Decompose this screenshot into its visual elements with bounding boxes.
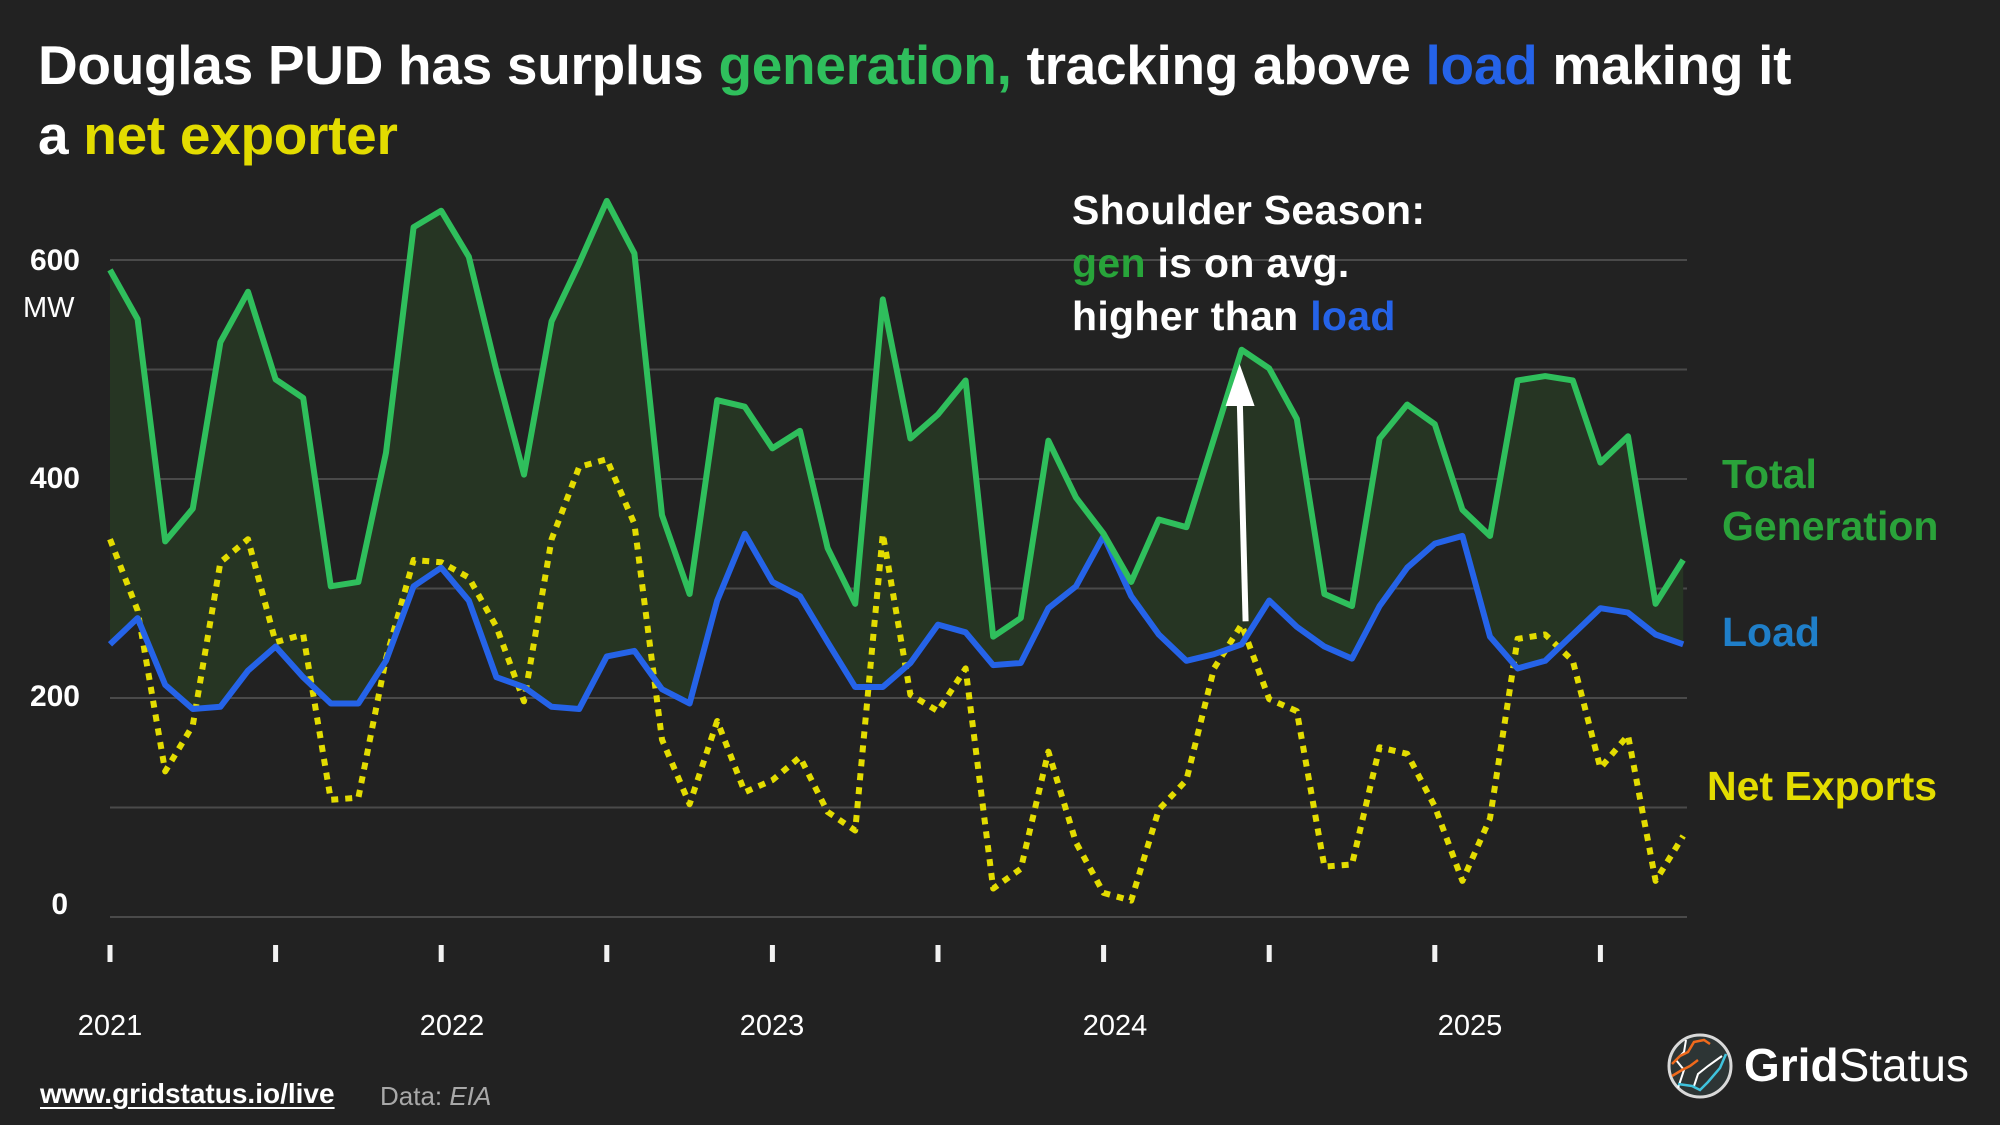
data-source-name: EIA [449,1081,492,1111]
x-tick-mark [935,945,941,962]
x-tick-mark [1597,945,1603,962]
net-exports-point [1572,660,1573,661]
x-tick-label: 2025 [1437,1010,1503,1042]
legend-net-exports: Net Exports [1707,763,1938,809]
x-tick-mark [604,945,610,962]
net-exports-point [1600,768,1601,769]
net-exports-point [1158,809,1159,810]
net-exports-point [1020,868,1021,869]
annotation-text: is on avg. [1145,240,1350,286]
surplus-fill-area [110,200,1684,709]
x-tick-mark [1266,945,1272,962]
x-tick-mark [1432,945,1438,962]
data-source-label: Data: [380,1081,450,1111]
net-exports-point [1076,842,1077,843]
x-tick-mark [769,945,775,962]
shoulder-season-annotation: Shoulder Season: gen is on avg. higher t… [1072,184,1425,343]
annotation-gen-highlight: gen [1072,240,1146,286]
gridstatus-live-link[interactable]: www.gridstatus.io/live [40,1078,335,1109]
series-lines [107,197,1686,904]
net-exports-point [800,757,801,758]
title-text: making it [1537,34,1792,96]
title-text: Douglas PUD has surplus [38,34,719,96]
annotation-line-1: Shoulder Season: [1072,187,1426,233]
gridstatus-logo: GridStatus [1664,1030,1994,1102]
title-net-exporter-highlight: net exporter [83,104,398,166]
net-exports-point [1324,866,1325,867]
total-generation-line [107,197,1686,640]
x-tick-label: 2023 [739,1010,805,1042]
data-source: Data: EIA [380,1081,491,1112]
load-line [107,530,1685,712]
net-exports-point [1628,735,1629,736]
net-exports-point [1214,668,1215,669]
title-text: a [38,104,84,166]
net-exports-point [192,725,193,726]
legend-generation-line-2: Generation [1722,503,1939,549]
y-tick-label: 0 [51,888,68,921]
x-tick-mark [107,945,113,962]
legend-load: Load [1722,609,1820,655]
net-exports-line [107,456,1686,904]
net-exports-point [1352,864,1353,865]
logo-wordmark: GridStatus [1744,1038,1969,1092]
logo-grid: Grid [1744,1039,1839,1091]
y-tick-label: 400 [29,462,80,495]
x-tick-label: 2022 [419,1010,485,1042]
annotation-text: higher than [1072,293,1311,339]
x-tick-mark [273,945,279,962]
net-exports-point [358,797,359,798]
title-load-highlight: load [1425,34,1538,96]
title-text: tracking above [1011,34,1426,96]
y-tick-label: 200 [29,680,80,713]
legend-total-generation: Total Generation [1722,448,1938,552]
y-axis-unit: MW [23,292,75,324]
arrow-head [1225,364,1255,407]
net-exports-point [938,711,939,712]
legend-generation-line-1: Total [1722,451,1817,497]
x-axis-ticks [107,945,1603,962]
grid-globe-icon [1667,1033,1733,1099]
annotation-line-3: higher than load [1072,290,1425,343]
y-tick-label: 600 [29,244,80,277]
x-tick-label: 2024 [1082,1010,1148,1042]
title-generation-highlight: generation, [718,34,1012,96]
chart-title: Douglas PUD has surplus generation, trac… [38,30,1978,170]
logo-status: Status [1838,1039,1969,1091]
annotation-load-highlight: load [1310,293,1396,339]
generation-load-gap-fill [110,200,1684,709]
annotation-line-2: gen is on avg. [1072,237,1425,290]
net-exports-point [330,799,331,800]
annotation-arrow [1225,364,1255,622]
x-tick-label: 2021 [77,1010,143,1042]
x-tick-mark [438,945,444,962]
net-exports-point [744,792,745,793]
net-exports-point [1186,780,1187,781]
x-tick-mark [1101,945,1107,962]
arrow-shaft [1236,393,1249,622]
